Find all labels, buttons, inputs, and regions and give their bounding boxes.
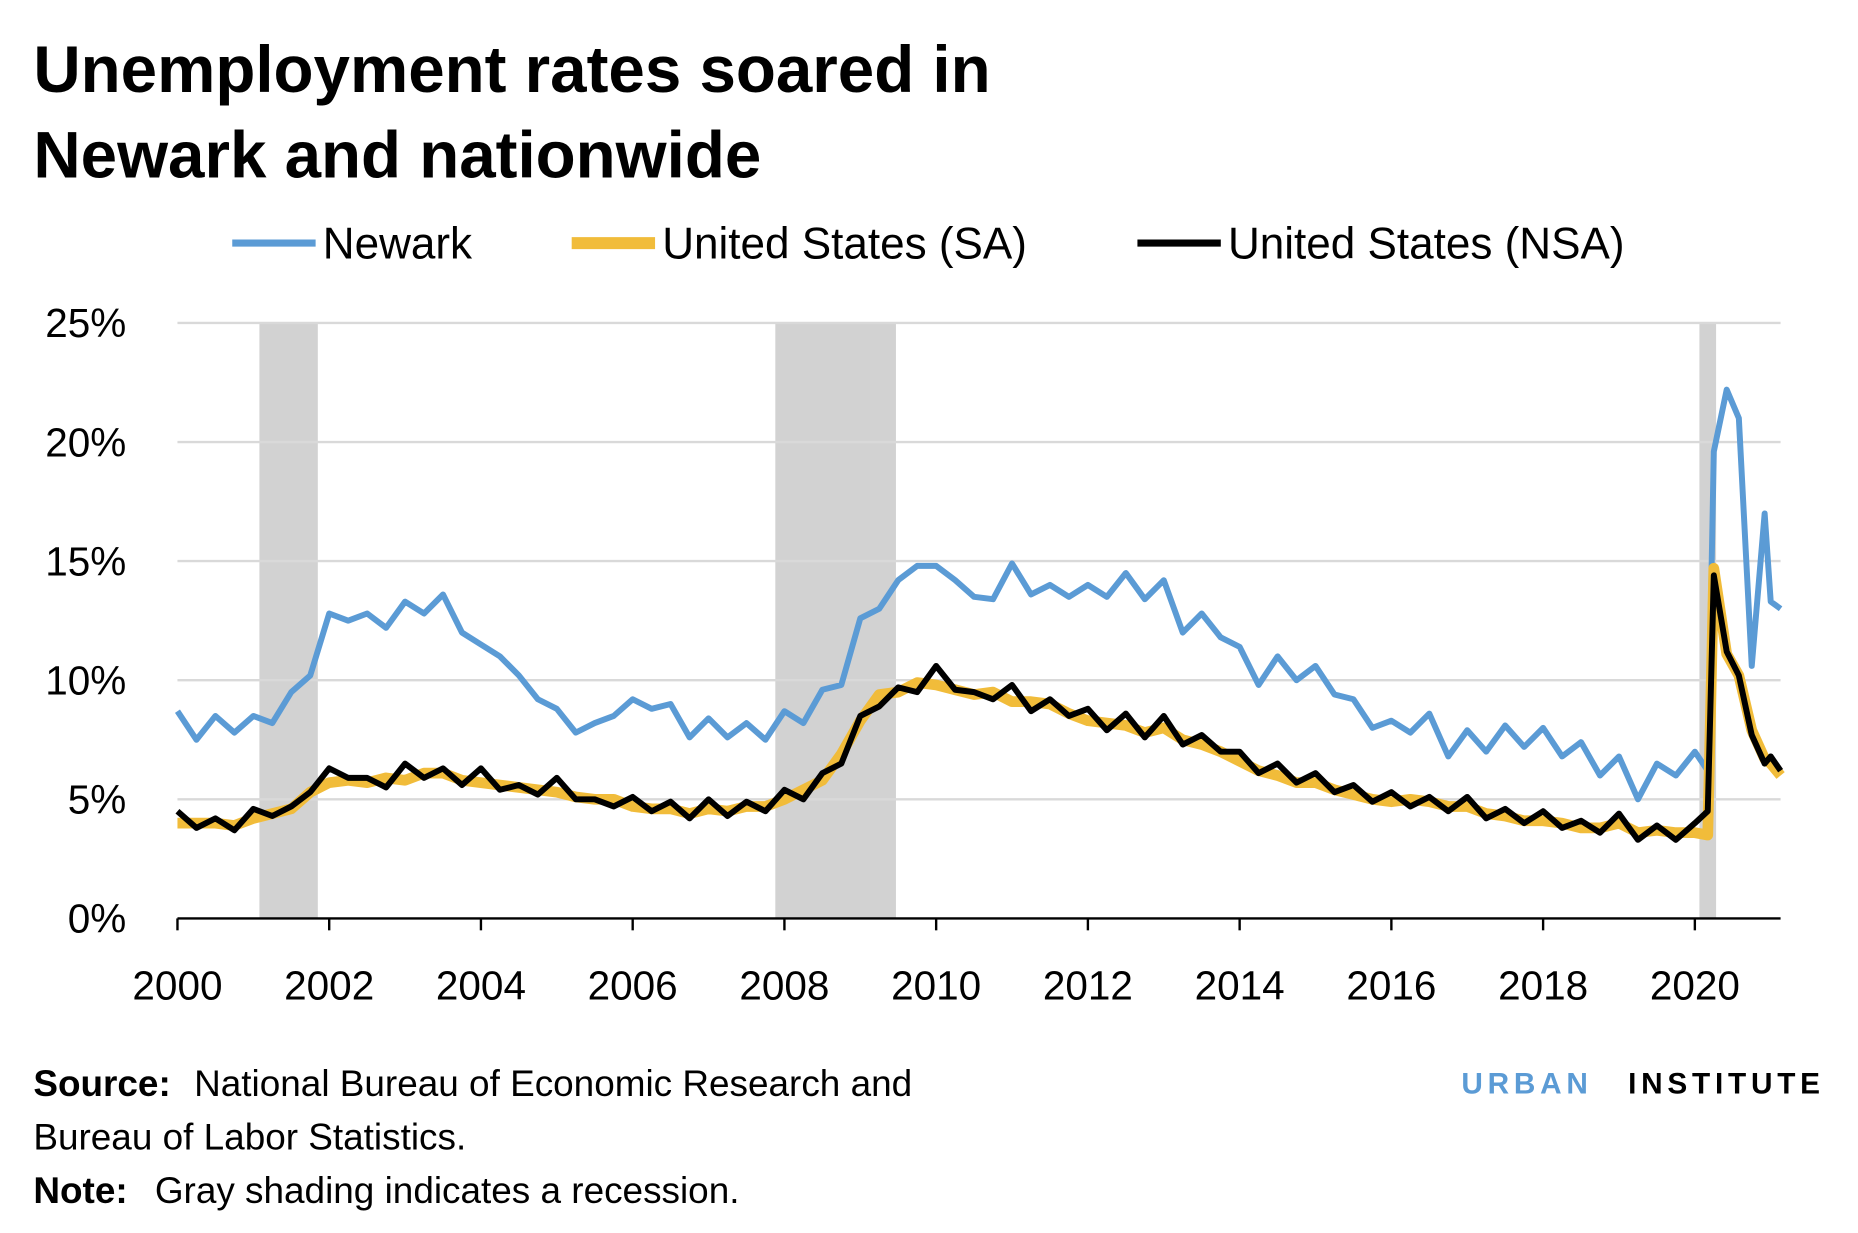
logo: INSTITUTE bbox=[1628, 1068, 1825, 1101]
x-tick-label: 2016 bbox=[1346, 962, 1436, 1008]
legend-label: United States (SA) bbox=[662, 220, 1027, 269]
y-tick-label: 15% bbox=[45, 538, 126, 584]
recession-band bbox=[259, 322, 318, 919]
chart-title: Newark and nationwide bbox=[33, 119, 761, 192]
legend-label: United States (NSA) bbox=[1228, 220, 1625, 269]
logo: URBAN bbox=[1461, 1068, 1592, 1101]
x-tick-label: 2014 bbox=[1195, 962, 1285, 1008]
y-tick-label: 20% bbox=[45, 419, 126, 465]
y-tick-label: 0% bbox=[68, 896, 127, 942]
source-label: Source: bbox=[33, 1063, 170, 1104]
x-tick-label: 2004 bbox=[436, 962, 526, 1008]
recession-band bbox=[775, 322, 896, 919]
x-tick-label: 2006 bbox=[588, 962, 678, 1008]
chart-title: Unemployment rates soared in bbox=[33, 33, 990, 106]
x-tick-label: 2010 bbox=[891, 962, 981, 1008]
series-line bbox=[175, 572, 1784, 843]
series-line bbox=[174, 386, 1783, 803]
x-tick-label: 2020 bbox=[1650, 962, 1740, 1008]
x-tick-label: 2018 bbox=[1498, 962, 1588, 1008]
y-tick-label: 10% bbox=[45, 658, 126, 704]
source-text: Bureau of Labor Statistics. bbox=[33, 1116, 466, 1157]
x-tick-label: 2012 bbox=[1043, 962, 1133, 1008]
note-text: Gray shading indicates a recession. bbox=[155, 1170, 740, 1211]
x-tick-label: 2008 bbox=[739, 962, 829, 1008]
y-tick-label: 25% bbox=[45, 300, 126, 346]
note-label: Note: bbox=[33, 1170, 127, 1211]
source-text: National Bureau of Economic Research and bbox=[194, 1063, 912, 1104]
x-tick-label: 2002 bbox=[284, 962, 374, 1008]
y-tick-label: 5% bbox=[68, 777, 127, 823]
x-tick-label: 2000 bbox=[132, 962, 222, 1008]
legend-label: Newark bbox=[323, 220, 473, 269]
